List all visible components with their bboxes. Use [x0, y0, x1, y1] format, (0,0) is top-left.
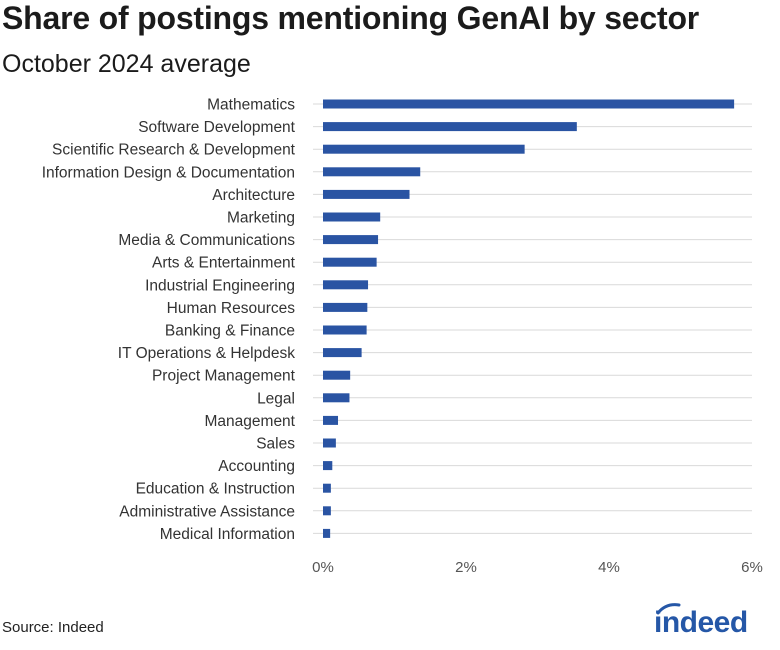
bar [323, 167, 421, 177]
category-label: Industrial Engineering [145, 277, 295, 294]
bar [323, 438, 336, 448]
bar [323, 461, 333, 471]
category-label: Human Resources [167, 300, 296, 317]
chart-title: Share of postings mentioning GenAI by se… [2, 0, 700, 36]
bar [323, 144, 525, 154]
category-label: Education & Instruction [136, 481, 295, 498]
bar [323, 280, 369, 290]
indeed-logo-arc [656, 603, 681, 615]
category-label: Marketing [227, 210, 295, 227]
bar [323, 370, 351, 380]
category-label: Legal [257, 390, 295, 407]
bar [323, 257, 377, 267]
bar [323, 235, 379, 245]
category-label: Accounting [218, 458, 295, 475]
bar [323, 528, 331, 538]
category-label: Project Management [152, 368, 296, 385]
bar [323, 212, 381, 222]
category-label: Software Development [138, 119, 295, 136]
bar [323, 393, 350, 403]
bar [323, 415, 339, 425]
source-note: Source: Indeed [2, 619, 104, 636]
x-tick-label: 2% [455, 559, 477, 576]
bar [323, 325, 367, 335]
indeed-logo: indeed [654, 603, 748, 639]
bar [323, 122, 577, 132]
category-label: Information Design & Documentation [42, 164, 295, 181]
category-label: Architecture [212, 187, 295, 204]
bar [323, 189, 410, 199]
category-label: Management [205, 413, 296, 430]
category-label: Medical Information [160, 526, 295, 543]
bar [323, 99, 735, 109]
category-label: Media & Communications [118, 232, 295, 249]
chart-subtitle: October 2024 average [2, 50, 251, 78]
bar-chart: Mathematics Software Development Scientifi… [42, 97, 763, 577]
bar [323, 348, 362, 358]
category-label: Scientific Research & Development [52, 142, 296, 159]
category-label: Administrative Assistance [119, 503, 295, 520]
x-tick-label: 4% [598, 559, 620, 576]
category-label: Mathematics [207, 97, 295, 114]
svg-text:indeed: indeed [654, 606, 748, 639]
category-label: Banking & Finance [165, 323, 295, 340]
category-label: IT Operations & Helpdesk [118, 345, 295, 362]
bar [323, 506, 331, 516]
category-label: Sales [256, 436, 295, 453]
category-label: Arts & Entertainment [152, 255, 296, 272]
x-tick-label: 0% [312, 559, 334, 576]
bar [323, 302, 368, 312]
x-tick-label: 6% [741, 559, 763, 576]
bar [323, 483, 331, 493]
